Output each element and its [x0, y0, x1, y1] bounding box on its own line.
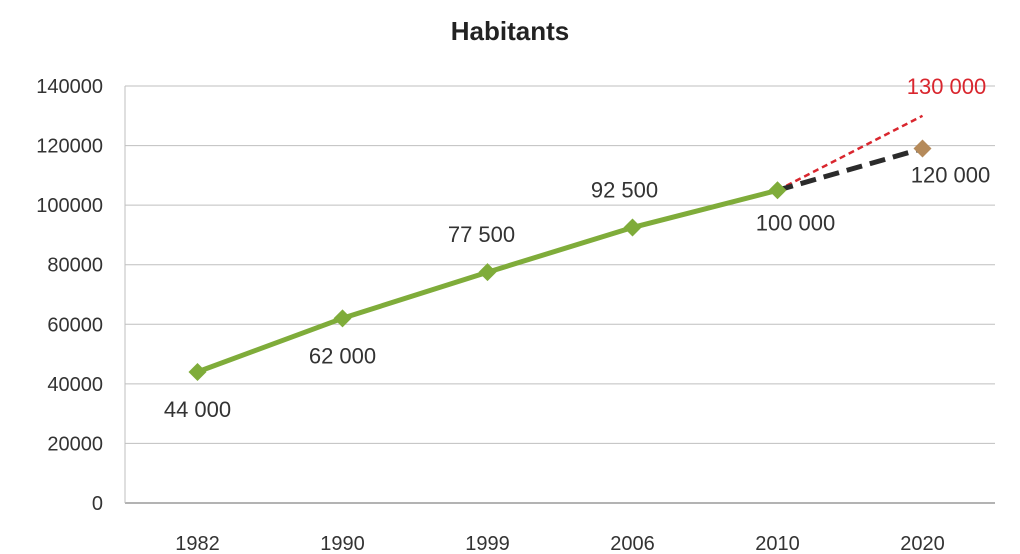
y-tick-label: 120000 [36, 136, 103, 158]
x-axis-ticks: 1982 1990 1999 2006 2010 2020 [175, 533, 945, 554]
x-tick-label: 2006 [610, 533, 655, 554]
y-tick-label: 60000 [47, 314, 103, 336]
series-line-dashed [776, 146, 924, 193]
series-lines [195, 114, 924, 375]
x-tick-label: 1999 [465, 533, 510, 554]
data-point [623, 218, 642, 237]
data-label: 120 000 [911, 163, 991, 188]
grid [124, 85, 995, 504]
y-tick-label: 40000 [47, 374, 103, 396]
series-markers [188, 139, 932, 381]
data-label: 77 500 [448, 222, 515, 247]
data-point [768, 181, 787, 200]
y-axis-ticks: 0 20000 40000 60000 80000 100000 120000 140000 [36, 76, 103, 515]
data-label: 62 000 [309, 343, 376, 368]
x-tick-label: 1982 [175, 533, 220, 554]
data-point [188, 362, 207, 381]
data-label: 130 000 [907, 74, 987, 99]
data-label: 92 500 [591, 177, 658, 202]
data-label: 44 000 [164, 397, 231, 422]
x-tick-label: 2010 [755, 533, 800, 554]
x-tick-label: 2020 [900, 533, 945, 554]
data-point [478, 263, 497, 282]
data-point [333, 309, 352, 328]
x-tick-label: 1990 [320, 533, 365, 554]
data-label: 100 000 [756, 210, 836, 235]
y-tick-label: 20000 [47, 433, 103, 455]
chart-title: Habitants [451, 16, 569, 46]
y-tick-label: 0 [92, 493, 103, 515]
data-labels: 44 000 62 000 77 500 92 500 100 000 120 000 13… [164, 74, 990, 422]
y-tick-label: 100000 [36, 195, 103, 217]
y-tick-label: 80000 [47, 255, 103, 277]
series-line-dotted [776, 114, 924, 192]
y-tick-label: 140000 [36, 76, 103, 98]
data-point-projection [913, 139, 932, 158]
